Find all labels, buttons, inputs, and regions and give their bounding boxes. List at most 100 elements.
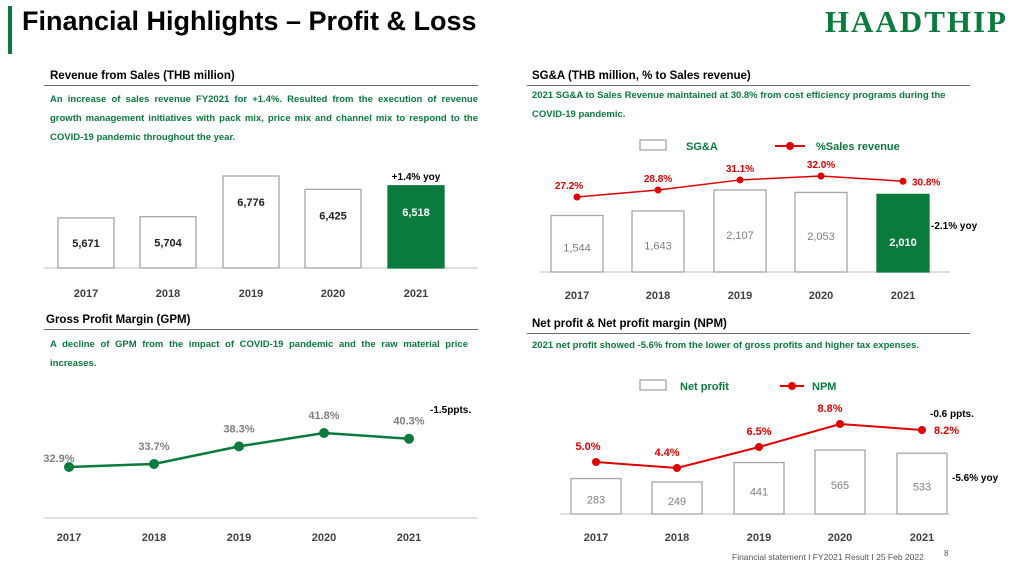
np-legend-line-label: NPM <box>812 381 836 393</box>
revenue-bar <box>387 185 445 269</box>
gpm-value-label: 38.3% <box>223 423 254 435</box>
sga-legend-line-marker <box>786 142 794 150</box>
np-year-label: 2019 <box>747 532 771 544</box>
gpm-year-label: 2017 <box>57 532 81 544</box>
sga-legend-bar-swatch <box>639 139 667 151</box>
revenue-value-label: 6,518 <box>402 207 430 219</box>
gpm-marker <box>234 441 244 452</box>
np-year-label: 2020 <box>828 532 852 544</box>
sga-value-label: 2,107 <box>726 230 754 242</box>
sga-value-label: 2,053 <box>807 231 835 243</box>
sga-pct-marker <box>899 177 907 185</box>
revenue-bar <box>304 188 362 269</box>
sga-year-label: 2017 <box>565 290 589 302</box>
np-panel-title: Net profit & Net profit margin (NPM) <box>532 318 727 330</box>
revenue-description: An increase of sales revenue FY2021 for … <box>50 94 478 143</box>
sga-legend-bar-label: SG&A <box>686 141 718 153</box>
gpm-value-label: 32.9% <box>43 453 74 465</box>
sga-pct-label: 32.0% <box>807 160 835 171</box>
sga-bar <box>631 210 685 273</box>
revenue-value-label: 6,776 <box>237 197 265 209</box>
np-npm-marker <box>918 426 926 434</box>
np-legend-bar-label: Net profit <box>680 381 729 393</box>
sga-pct-label: 30.8% <box>912 177 940 188</box>
np-yoy-annotation: -5.6% yoy <box>952 473 999 484</box>
np-bar <box>896 452 948 515</box>
gpm-marker <box>319 428 329 438</box>
gpm-marker <box>404 433 414 444</box>
gpm-description: A decline of GPM from the impact of COVI… <box>50 339 468 369</box>
gpm-title-rule <box>44 329 478 330</box>
revenue-bar <box>139 216 197 269</box>
sga-bar <box>550 214 604 273</box>
np-value-label: 441 <box>750 486 768 498</box>
sga-pct-label: 31.1% <box>726 164 754 175</box>
sga-yoy-annotation: -2.1% yoy <box>931 221 978 232</box>
np-npm-marker <box>592 458 600 466</box>
np-title-rule <box>527 333 970 334</box>
gpm-year-label: 2021 <box>397 532 421 544</box>
np-npm-marker <box>836 420 844 428</box>
sga-bar <box>713 189 767 273</box>
np-value-label: 283 <box>587 494 605 506</box>
revenue-year-label: 2018 <box>156 288 180 300</box>
np-legend-line-marker <box>788 382 796 390</box>
revenue-year-label: 2020 <box>321 288 345 300</box>
gpm-value-label: 41.8% <box>308 410 339 422</box>
revenue-year-label: 2019 <box>239 288 263 300</box>
footer-text: Financial statement I FY2021 Result I 25… <box>732 552 924 562</box>
np-description: 2021 net profit showed -5.6% from the lo… <box>532 340 919 351</box>
revenue-panel-title: Revenue from Sales (THB million) <box>50 70 235 82</box>
sga-description: 2021 SG&A to Sales Revenue maintained at… <box>532 90 946 120</box>
np-npm-marker <box>673 464 681 472</box>
gpm-year-label: 2020 <box>312 532 336 544</box>
gpm-value-label: 40.3% <box>393 416 424 428</box>
revenue-bar <box>222 175 280 269</box>
np-legend-bar-swatch <box>639 379 667 391</box>
sga-pct-marker <box>736 176 744 184</box>
sga-title-rule <box>527 85 970 86</box>
sga-pct-marker <box>817 172 825 180</box>
np-value-label: 565 <box>831 480 849 492</box>
revenue-yoy-annotation: +1.4% yoy <box>392 172 441 183</box>
np-year-label: 2021 <box>910 532 934 544</box>
np-year-label: 2018 <box>665 532 689 544</box>
sga-pct-marker <box>654 186 662 194</box>
sga-bar <box>794 191 848 273</box>
revenue-title-rule <box>44 85 478 86</box>
revenue-value-label: 5,671 <box>72 238 100 250</box>
sga-value-label: 1,544 <box>563 243 591 255</box>
title-accent-bar <box>8 6 12 54</box>
page-title: Financial Highlights – Profit & Loss <box>22 6 477 36</box>
np-npm-label: 5.0% <box>575 441 600 453</box>
np-bar <box>570 477 622 515</box>
np-value-label: 533 <box>913 482 931 494</box>
sga-legend-line-label: %Sales revenue <box>816 141 900 153</box>
np-npm-label: 6.5% <box>746 426 771 438</box>
revenue-value-label: 5,704 <box>154 237 182 249</box>
page-number: 8 <box>944 549 949 558</box>
gpm-marker <box>149 458 159 469</box>
gpm-ppts-annotation: -1.5ppts. <box>430 405 471 416</box>
revenue-year-label: 2017 <box>74 288 98 300</box>
sga-value-label: 2,010 <box>889 237 917 249</box>
sga-bar <box>876 193 930 273</box>
np-year-label: 2017 <box>584 532 608 544</box>
sga-pct-label: 28.8% <box>644 174 672 185</box>
np-bar <box>651 481 703 515</box>
sga-value-label: 1,643 <box>644 241 672 253</box>
np-npm-label: 4.4% <box>654 447 679 459</box>
np-npm-label: 8.2% <box>934 425 959 437</box>
np-ppts-annotation: -0.6 ppts. <box>930 409 974 420</box>
sga-pct-label: 27.2% <box>555 181 583 192</box>
gpm-year-label: 2019 <box>227 532 251 544</box>
sga-year-label: 2020 <box>809 290 833 302</box>
sga-pct-marker <box>573 193 581 201</box>
sga-year-label: 2019 <box>728 290 752 302</box>
revenue-bar <box>57 217 115 269</box>
sga-year-label: 2021 <box>891 290 915 302</box>
